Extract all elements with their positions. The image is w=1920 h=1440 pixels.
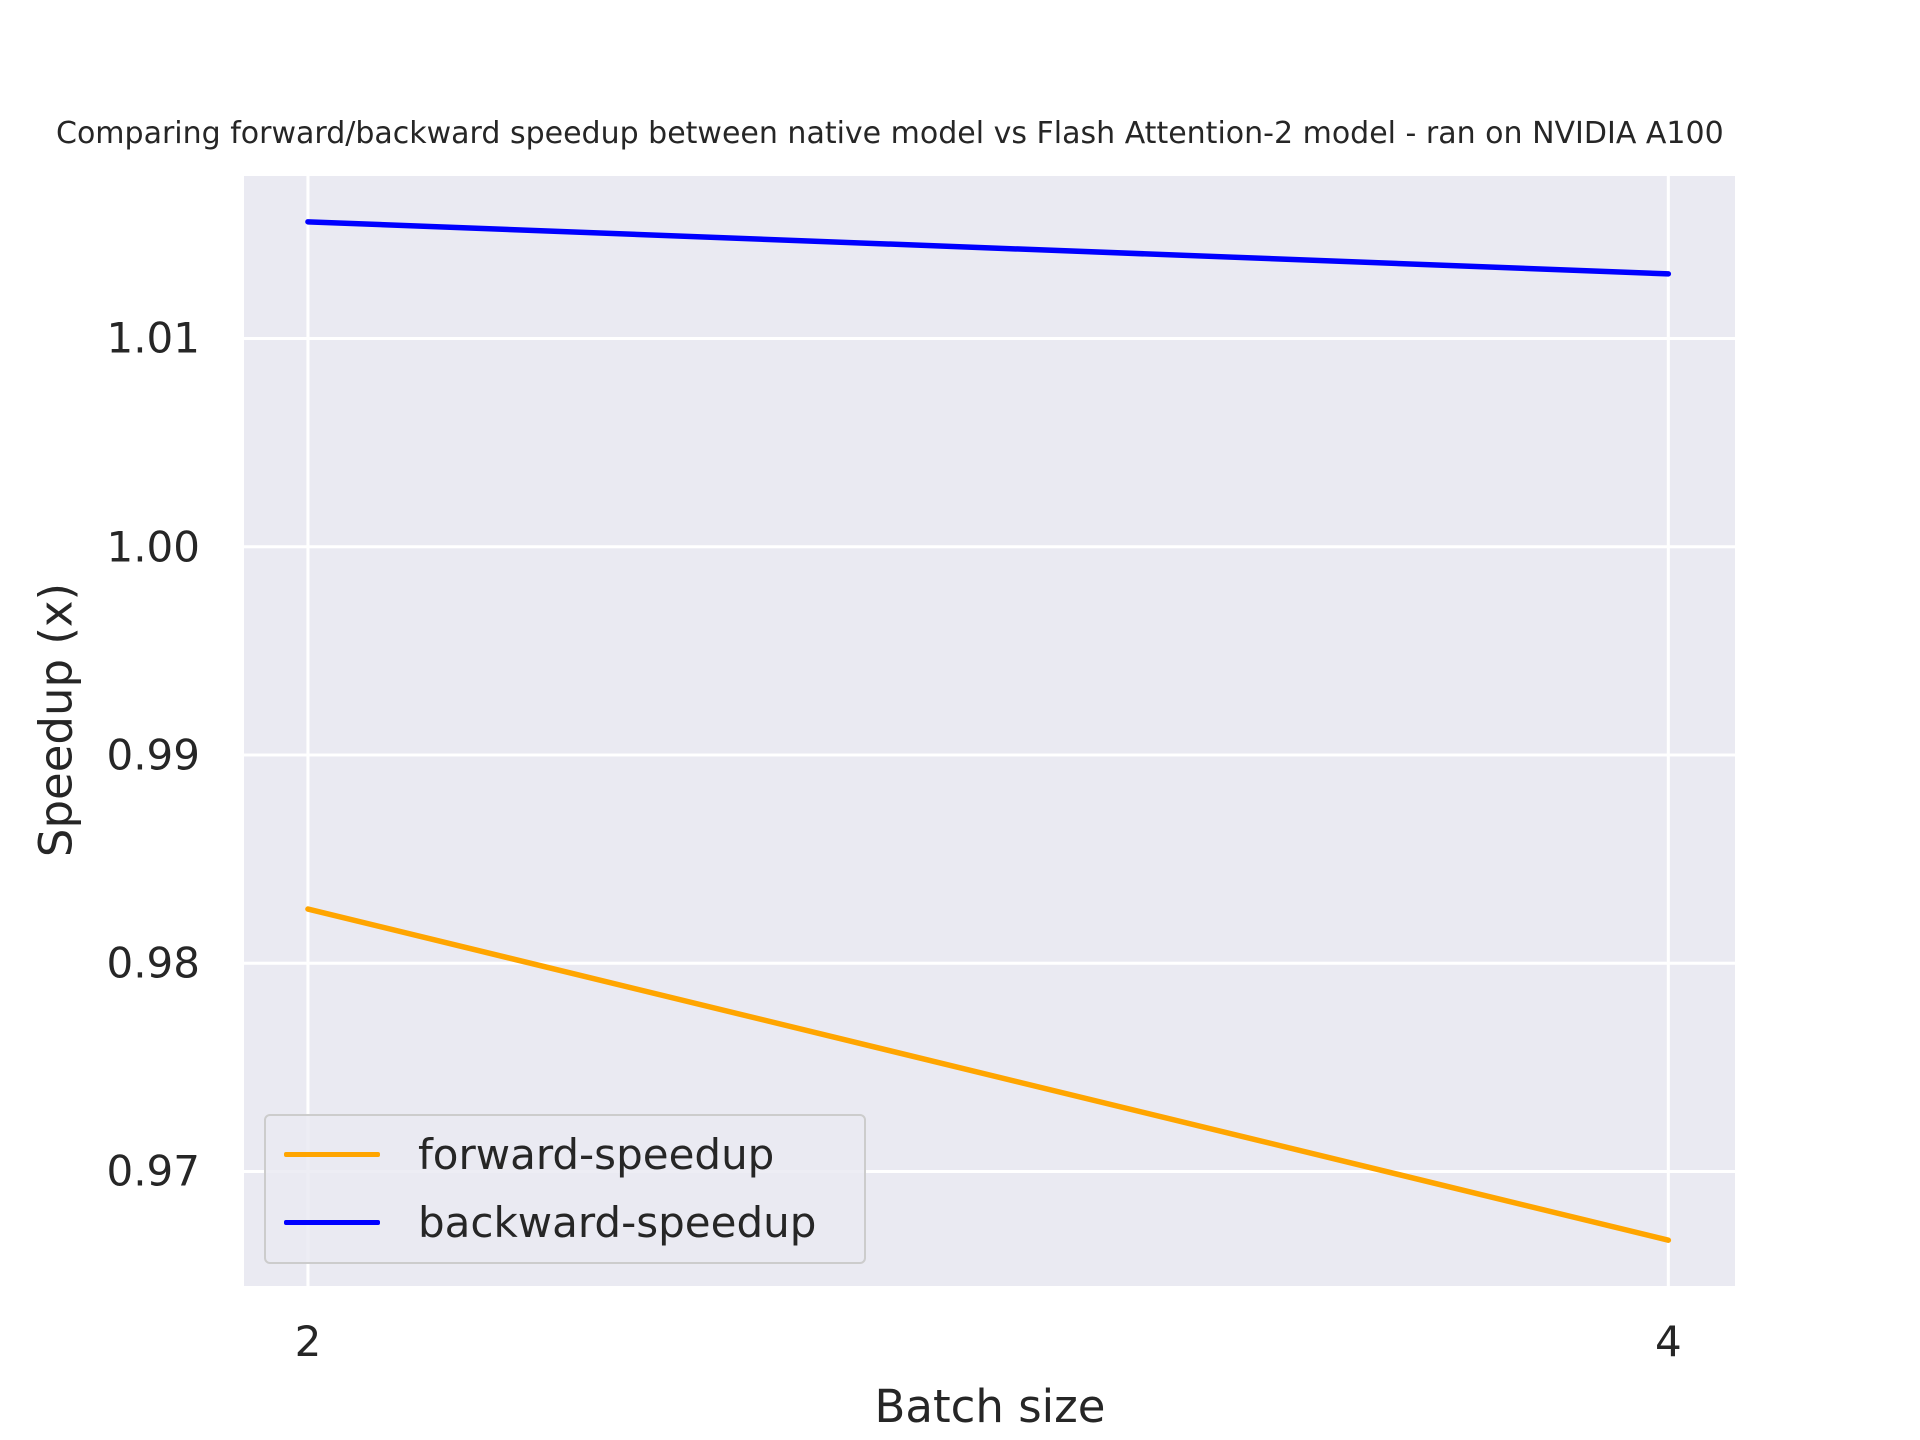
legend-label-backward: backward-speedup <box>418 1197 817 1247</box>
plot-area <box>244 176 1735 1286</box>
y-axis-label: Speedup (x) <box>29 582 83 858</box>
series-line-forward-speedup <box>305 906 1672 1243</box>
x-tick-label: 4 <box>1654 1317 1682 1366</box>
legend-item-forward: forward-speedup <box>284 1129 774 1179</box>
series-line-backward-speedup <box>305 219 1672 277</box>
y-tick-label: 1.01 <box>106 313 200 363</box>
chart-title: Comparing forward/backward speedup betwe… <box>56 116 1724 151</box>
y-tick-label: 0.98 <box>106 938 200 988</box>
legend-item-backward: backward-speedup <box>284 1197 816 1247</box>
y-tick-label: 0.97 <box>106 1146 200 1196</box>
legend-label-forward: forward-speedup <box>418 1129 775 1179</box>
y-tick-label: 1.00 <box>106 522 200 572</box>
legend-swatch-backward <box>284 1219 380 1225</box>
legend-swatch-forward <box>284 1151 380 1157</box>
x-axis-label: Batch size <box>874 1380 1106 1433</box>
x-tick-label: 2 <box>294 1317 322 1366</box>
series-layer <box>305 219 1672 1243</box>
legend: forward-speedup backward-speedup <box>264 1114 866 1264</box>
y-tick-label: 0.99 <box>106 730 200 780</box>
